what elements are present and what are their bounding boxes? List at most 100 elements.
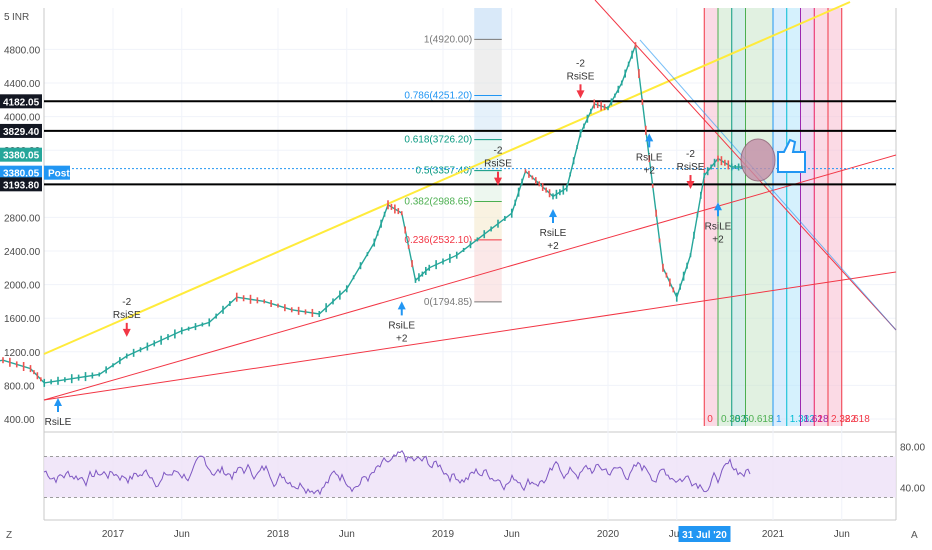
signal-qty: -2 [494, 146, 503, 157]
sell-arrow [494, 177, 502, 186]
timezone-button[interactable]: Z [6, 530, 13, 541]
buy-arrow-stem [57, 405, 59, 412]
candle [531, 175, 534, 180]
candle [215, 313, 217, 319]
candle [2, 357, 4, 364]
time-zone-label: 1 [776, 414, 782, 425]
candle [15, 361, 18, 368]
candle [345, 285, 348, 293]
x-tick-label: 2018 [267, 529, 290, 540]
candle [552, 193, 554, 200]
buy-arrow-stem [400, 308, 403, 316]
x-tick-label: Jun [834, 529, 850, 540]
candle [658, 238, 661, 243]
candle [249, 294, 252, 304]
price-axis[interactable]: 400.00 800.00 1200.00 1600.00 2000.00 2400.00… [0, 12, 70, 426]
time-zone-band [731, 8, 746, 426]
signal-qty: -2 [122, 297, 131, 308]
rsi-line [43, 450, 751, 496]
candle [593, 99, 596, 109]
candle [84, 372, 87, 382]
candle [579, 129, 582, 138]
candle [624, 69, 626, 78]
candle [655, 209, 657, 217]
candle [387, 200, 389, 210]
sell-arrow-stem [579, 84, 582, 92]
x-tick-label: 2020 [597, 529, 620, 540]
fib-level-label: 0(1794.85) [424, 297, 472, 308]
fib-zone [474, 39, 502, 96]
candle [112, 363, 114, 368]
candle [517, 187, 520, 197]
fib-zone [474, 201, 502, 240]
candle [717, 155, 719, 162]
candle [352, 275, 355, 280]
rsi-pane: 80.00 40.00 [43, 442, 925, 498]
candle [510, 208, 513, 218]
candle [559, 189, 561, 196]
candle [36, 372, 39, 380]
candle [521, 178, 523, 185]
candle [407, 244, 410, 249]
buy-arrow-stem [552, 216, 554, 223]
candle [318, 311, 321, 317]
candle [645, 125, 647, 135]
candle [555, 189, 558, 199]
y-tick-label: 2400.00 [4, 247, 41, 258]
candle [483, 230, 486, 239]
candle [538, 181, 541, 187]
candle [672, 287, 675, 293]
price-badge-label: 3380.05 [3, 169, 40, 180]
candle [541, 182, 544, 191]
candle [119, 357, 121, 365]
candle [665, 272, 668, 278]
auto-scale-button[interactable]: A [911, 530, 918, 541]
candle [50, 379, 52, 385]
candle [583, 123, 585, 129]
candle [187, 326, 190, 331]
candle [455, 251, 458, 259]
candle [98, 372, 101, 377]
candle [435, 260, 437, 270]
candle [686, 262, 688, 269]
sell-arrow-stem [125, 322, 128, 330]
candle [167, 334, 169, 341]
candle [590, 108, 592, 114]
candle [703, 172, 706, 178]
candle [669, 278, 671, 287]
signal-label: RsiLE [45, 417, 72, 428]
candle [270, 300, 272, 307]
candle [634, 42, 637, 49]
x-tick-label: Jun [504, 529, 520, 540]
candle [194, 323, 197, 331]
price-badge-label: 3380.05 [3, 151, 40, 162]
signal-label: RsiSE [484, 159, 512, 170]
x-tick-label: 2019 [432, 529, 455, 540]
signal-qty: -2 [576, 58, 585, 69]
x-tick-label: Jun [669, 529, 685, 540]
candle [380, 219, 382, 228]
price-badge [0, 165, 42, 180]
candle [638, 69, 640, 79]
candle [696, 213, 699, 218]
candle [201, 322, 204, 327]
candle [706, 167, 709, 176]
candle [64, 377, 66, 383]
candle [607, 106, 609, 111]
candle [734, 165, 736, 169]
candle [235, 292, 238, 302]
time-zone-band [800, 8, 815, 426]
candle [304, 309, 307, 315]
candle [390, 203, 393, 210]
signal-label: RsiLE [388, 320, 415, 331]
candle [146, 342, 149, 351]
price-badge [0, 94, 42, 109]
candle [693, 231, 695, 239]
time-zone-label: 2.618 [845, 414, 870, 425]
candle [462, 247, 465, 252]
candle [610, 98, 613, 106]
candle [421, 271, 424, 277]
signal-qty: -2 [686, 149, 695, 160]
